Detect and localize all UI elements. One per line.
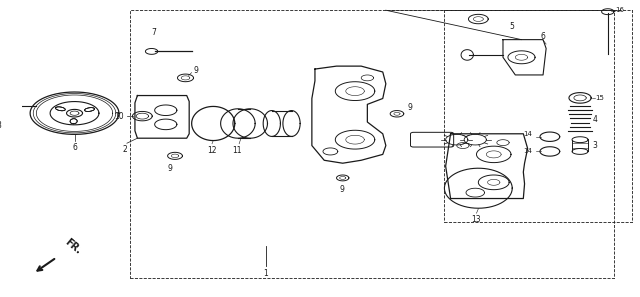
Text: 6: 6 — [72, 143, 77, 152]
Text: 4: 4 — [593, 115, 597, 124]
Text: 9: 9 — [339, 185, 344, 194]
Text: 7: 7 — [151, 28, 156, 37]
Text: 12: 12 — [207, 146, 217, 154]
Text: 16: 16 — [615, 7, 624, 13]
Text: 15: 15 — [595, 95, 604, 101]
Text: 5: 5 — [510, 22, 515, 31]
Text: 11: 11 — [232, 146, 241, 154]
Text: 2: 2 — [123, 145, 127, 154]
Text: 14: 14 — [524, 148, 532, 154]
Text: 13: 13 — [472, 215, 481, 224]
Text: 1: 1 — [263, 269, 268, 278]
Text: 10: 10 — [114, 112, 124, 121]
Text: 9: 9 — [408, 103, 412, 112]
Text: 8: 8 — [0, 121, 2, 129]
Text: 9: 9 — [193, 66, 198, 75]
Text: 3: 3 — [593, 141, 597, 150]
Text: 6: 6 — [541, 32, 545, 41]
Text: FR.: FR. — [63, 237, 83, 256]
Text: 14: 14 — [524, 131, 532, 138]
Text: 9: 9 — [168, 164, 173, 173]
